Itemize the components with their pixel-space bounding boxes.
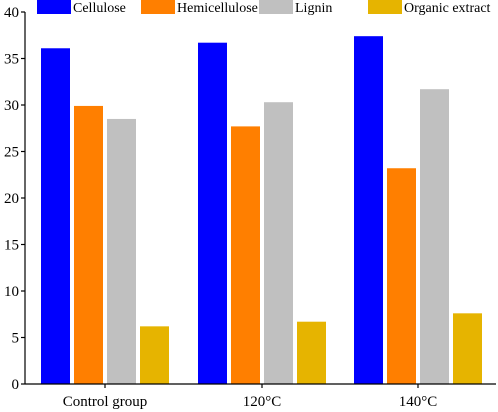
bars-group: [41, 36, 482, 385]
legend-label-organic-extract: Organic extract: [404, 1, 491, 16]
legend-label-hemicellulose: Hemicellulose: [177, 1, 258, 16]
bar-organic-extract-140-c: [453, 313, 482, 384]
y-tick-label: 30: [4, 98, 19, 114]
y-axis: 0 5 10 15 20 25 30 35 40: [4, 5, 25, 393]
bar-lignin-control-group: [107, 118, 136, 384]
x-axis: Control group 120°C 140°C: [63, 384, 438, 410]
bar-hemicellulose-control-group: [74, 105, 103, 385]
y-tick-label: 40: [4, 5, 19, 21]
bar-cellulose-140-c: [354, 36, 383, 385]
bar-hemicellulose-140-c: [387, 168, 416, 384]
bar-organic-extract-control-group: [140, 326, 169, 384]
bar-cellulose-120-c: [198, 42, 227, 384]
legend-swatch-lignin: [259, 0, 293, 14]
y-tick-label: 0: [12, 377, 20, 393]
bar-lignin-140-c: [420, 89, 449, 384]
bar-cellulose-control-group: [41, 48, 70, 385]
bar-organic-extract-120-c: [297, 321, 326, 384]
y-tick-label: 10: [4, 284, 19, 300]
legend-label-lignin: Lignin: [295, 1, 332, 16]
y-tick-label: 5: [12, 331, 20, 347]
bar-lignin-120-c: [264, 102, 293, 385]
legend: Cellulose Hemicellulose Lignin Organic extr…: [37, 0, 491, 16]
legend-label-cellulose: Cellulose: [73, 1, 126, 16]
x-tick-label: 140°C: [399, 394, 438, 410]
bar-hemicellulose-120-c: [231, 126, 260, 384]
y-tick-label: 20: [4, 191, 19, 207]
y-tick-label: 35: [4, 52, 19, 68]
x-tick-label: Control group: [63, 394, 148, 410]
y-tick-label: 15: [4, 238, 19, 254]
y-tick-label: 25: [4, 145, 19, 161]
x-tick-label: 120°C: [243, 394, 282, 410]
legend-swatch-hemicellulose: [141, 0, 175, 14]
legend-swatch-cellulose: [37, 0, 71, 14]
legend-swatch-organic-extract: [368, 0, 402, 14]
